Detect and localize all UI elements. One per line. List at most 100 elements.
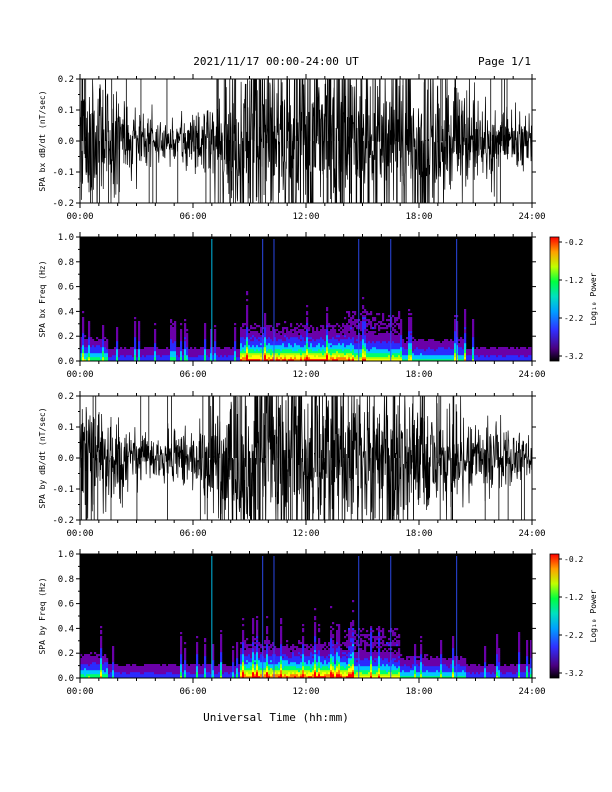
spectrogram-cell <box>402 347 405 350</box>
spectrogram-cell <box>322 650 325 653</box>
spectrogram-cell <box>428 355 431 358</box>
spectrogram-cell <box>246 654 249 657</box>
spectrogram-cell <box>250 357 253 360</box>
spectrogram-cell <box>128 670 131 673</box>
spectrogram-cell <box>452 345 455 348</box>
spectrogram-cell <box>328 357 331 360</box>
spectrogram-cell <box>90 676 93 679</box>
spectrogram-cell <box>396 347 399 350</box>
spectrogram-cell <box>82 347 85 350</box>
spectrogram-cell <box>498 347 501 350</box>
spectrogram-cell <box>282 668 285 671</box>
spectrogram-cell <box>186 355 189 358</box>
spectrogram-cell <box>118 351 121 354</box>
spectrogram-cell <box>368 359 371 362</box>
spectrogram-cell <box>280 347 283 350</box>
spectrogram-cell <box>256 634 259 637</box>
spectrogram-cell <box>330 355 333 358</box>
spectrogram-cell <box>346 333 349 336</box>
spectrogram-cell <box>382 315 385 318</box>
spectrogram-cell <box>362 351 365 354</box>
spectrogram-cell <box>248 648 251 651</box>
spectrogram-cell <box>328 654 331 657</box>
spectrogram-cell <box>252 335 255 338</box>
spectrogram-cell <box>526 355 529 358</box>
spectrogram-cell <box>124 359 127 362</box>
spectrogram-cell <box>206 357 209 360</box>
spectrogram-cell <box>326 337 329 340</box>
spectrogram-cell <box>92 668 95 671</box>
spectrogram-cell <box>442 353 445 356</box>
spectrogram-cell <box>322 351 325 354</box>
spectrogram-cell <box>180 343 183 346</box>
spectrogram-cell <box>338 644 341 647</box>
spectrogram-cell <box>244 355 247 358</box>
spectrogram-cell <box>210 674 213 677</box>
spectrogram-cell <box>130 666 133 669</box>
spectrogram-cell <box>244 642 247 645</box>
spectrogram-cell <box>316 648 319 651</box>
spectrogram-cell <box>466 355 469 358</box>
spectrogram-cell <box>136 672 139 675</box>
spectrogram-cell <box>260 351 263 354</box>
spectrogram-cell <box>208 355 211 358</box>
spectrogram-cell <box>250 674 253 677</box>
spectrogram-cell <box>100 660 103 663</box>
spectrogram-cell <box>258 656 261 659</box>
spectrogram-cell <box>288 674 291 677</box>
spectrogram-cell <box>502 351 505 354</box>
spectrogram-cell <box>284 652 287 655</box>
spectrogram-cell <box>474 349 477 352</box>
spectrogram-cell <box>326 323 329 326</box>
spectrogram-cell <box>290 337 293 340</box>
spectrogram-cell <box>320 672 323 675</box>
spectrogram-cell <box>266 670 269 673</box>
spectrogram-cell <box>486 353 489 356</box>
spectrogram-cell <box>338 349 341 352</box>
spectrogram-cell <box>316 674 319 677</box>
spectrogram-cell <box>244 337 247 340</box>
spectrogram-cell <box>292 341 295 344</box>
spectrogram-cell <box>266 325 269 328</box>
spectrogram-cell <box>440 353 443 356</box>
spectrogram-cell <box>120 666 123 669</box>
spectrogram-cell <box>392 355 395 358</box>
spectrogram-cell <box>98 672 101 675</box>
spectrogram-cell <box>302 658 305 661</box>
spectrogram-cell <box>332 345 335 348</box>
spectrogram-cell <box>288 666 291 669</box>
spectrogram-cell <box>246 329 249 332</box>
spectrogram-cell <box>140 353 143 356</box>
spectrogram-cell <box>322 353 325 356</box>
spectrogram-cell <box>328 331 331 334</box>
spectrogram-cell <box>296 355 299 358</box>
y-tick-label: 0.2 <box>58 332 74 342</box>
spectrogram-cell <box>318 670 321 673</box>
spectrogram-cell <box>336 636 339 639</box>
spectrogram-cell <box>492 353 495 356</box>
spectrogram-cell <box>286 353 289 356</box>
spectrogram-cell <box>360 353 363 356</box>
spectrogram-cell <box>210 355 213 358</box>
spectrogram-cell <box>286 656 289 659</box>
spectrogram-cell <box>464 343 467 346</box>
spectrogram-cell <box>306 644 309 647</box>
spectrogram-cell <box>316 668 319 671</box>
spectrogram-cell <box>496 349 499 352</box>
spectrogram-cell <box>226 672 229 675</box>
spectrogram-cell <box>126 676 129 679</box>
spectrogram-cell <box>336 333 339 336</box>
spectrogram-cell <box>302 331 305 334</box>
spectrogram-cell <box>252 630 255 633</box>
spectrogram-cell <box>186 676 189 679</box>
spectrogram-cell <box>368 339 371 342</box>
spectrogram-cell <box>312 357 315 360</box>
spectrogram-cell <box>218 672 221 675</box>
spectrogram-cell <box>396 337 399 340</box>
spectrogram-cell <box>134 670 137 673</box>
spectrogram-cell <box>248 333 251 336</box>
spectrogram-cell <box>382 355 385 358</box>
spectrogram-cell <box>174 329 177 332</box>
spectrogram-cell <box>84 343 87 346</box>
spectrogram-cell <box>220 357 223 360</box>
